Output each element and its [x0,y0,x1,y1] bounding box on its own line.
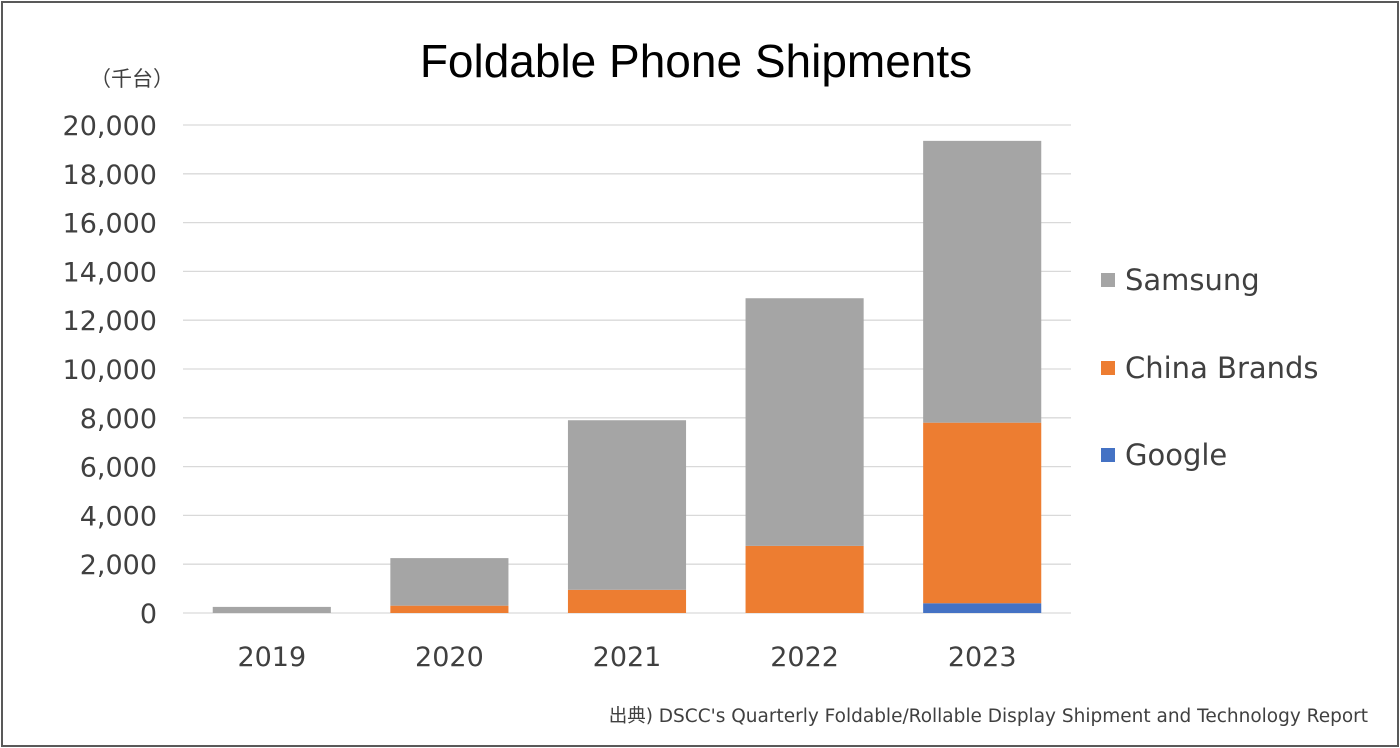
y-tick-label: 14,000 [63,257,157,288]
bar-china-brands [390,605,509,613]
y-tick-label: 2,000 [80,550,157,581]
bar-samsung [212,606,331,613]
y-axis-ticks: 0 2,000 4,000 6,000 8,000 10,000 12,000 14,000 1… [63,111,157,630]
gridlines [183,124,1071,614]
y-tick-label: 12,000 [63,306,157,337]
bar-samsung [923,140,1042,423]
bar-samsung [745,298,864,546]
y-tick-label: 10,000 [63,355,157,386]
x-axis-ticks: 2019 2020 2021 2022 2023 [237,642,1016,673]
x-tick-label: 2019 [237,642,306,673]
bar-samsung [390,558,509,606]
y-tick-label: 16,000 [63,209,157,240]
bar-china-brands [567,589,687,613]
x-tick-label: 2023 [948,642,1017,673]
source-note: 出典) DSCC's Quarterly Foldable/Rollable D… [609,706,1368,727]
y-tick-label: 0 [140,599,157,630]
legend-label: China Brands [1125,351,1319,385]
bar-google [923,603,1042,613]
x-tick-label: 2022 [770,642,839,673]
bar-china-brands [745,545,864,613]
bar-samsung [567,420,687,590]
y-tick-label: 6,000 [80,453,157,484]
y-tick-label: 4,000 [80,501,157,532]
x-tick-label: 2021 [593,642,662,673]
y-tick-label: 20,000 [63,111,157,142]
legend-label: Google [1125,438,1227,472]
y-tick-label: 8,000 [80,404,157,435]
legend-swatch [1101,448,1115,462]
y-tick-label: 18,000 [63,160,157,191]
chart-title: Foldable Phone Shipments [420,35,972,87]
legend: Samsung China Brands Google [1101,263,1319,472]
legend-label: Samsung [1125,263,1260,297]
bar-china-brands [923,422,1042,604]
legend-swatch [1101,361,1115,375]
bars [212,140,1042,613]
y-axis-unit-label: （千台） [90,67,174,91]
x-tick-label: 2020 [415,642,484,673]
legend-swatch [1101,273,1115,287]
